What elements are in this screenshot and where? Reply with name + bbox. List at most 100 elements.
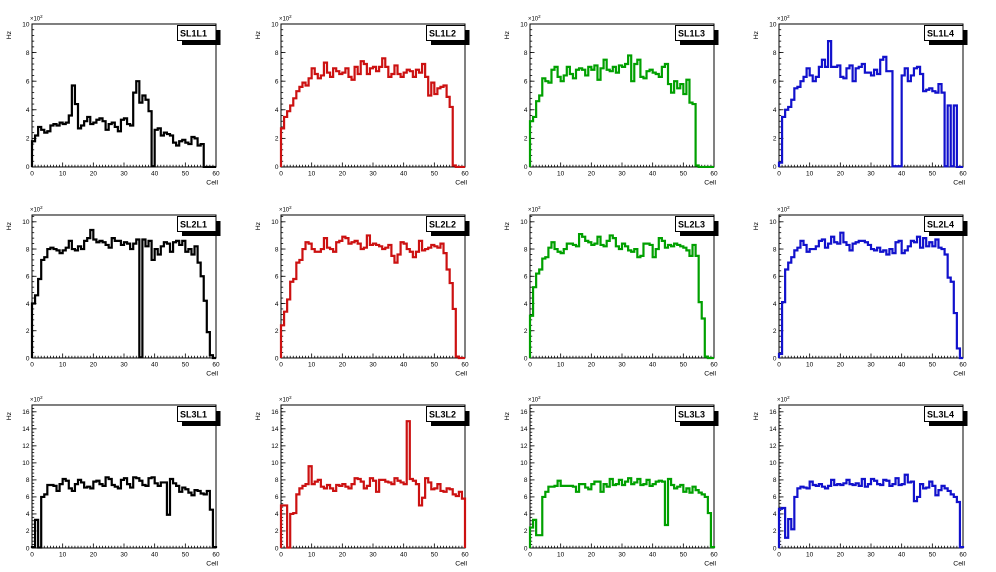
title-box [675,406,715,423]
y-tick-label: 8 [275,478,279,485]
x-tick-label: 20 [90,552,98,559]
x-axis-title: Cell [455,561,467,568]
y-tick-label: 8 [275,246,279,253]
y-tick-label: 6 [773,273,777,280]
x-axis: 0 10 20 30 40 50 60 [30,543,220,559]
title-box [177,215,217,232]
scale-exponent: 2 [787,14,790,19]
x-tick-label: 60 [212,361,220,368]
histogram-line-SL1L4 [777,40,963,169]
x-tick-label: 50 [182,170,190,177]
y-axis-title: Hz [6,412,13,421]
x-tick-label: 30 [120,361,128,368]
y-tick-label: 0 [524,164,528,171]
x-tick-label: 30 [120,170,128,177]
x-tick-label: 20 [90,361,98,368]
histogram-line-SL2L2 [279,233,465,359]
scale-exponent: 2 [40,205,43,210]
y-tick-label: 12 [520,443,528,450]
y-tick-label: 4 [773,300,777,307]
y-tick-label: 12 [271,443,279,450]
histogram-panel-SL3L1: 0 10 20 30 40 50 60 0 2 4 6 8 10 12 14 16 ×102 Hz Cell SL3L… [0,381,249,572]
x-tick-label: 40 [151,552,159,559]
y-tick-label: 12 [769,443,777,450]
y-axis-title: Hz [753,30,760,39]
x-tick-label: 50 [182,552,190,559]
x-axis-title: Cell [206,561,218,568]
y-tick-label: 0 [275,355,279,362]
y-axis: 0 2 4 6 8 10 [271,21,286,171]
y-tick-label: 10 [271,21,279,28]
x-tick-label: 20 [588,552,596,559]
scale-mantissa: ×10 [777,16,788,22]
plot-frame [529,23,715,168]
plot-frame [529,214,715,359]
x-tick-label: 0 [777,361,781,368]
y-tick-label: 0 [275,164,279,171]
y-tick-label: 8 [524,478,528,485]
y-tick-label: 6 [26,78,30,85]
scale-mantissa: ×10 [279,207,290,213]
pad-title: SL1L1 [180,28,207,38]
scale-exponent: 2 [289,205,292,210]
y-tick-label: 10 [520,460,528,467]
y-tick-label: 4 [275,107,279,114]
y-tick-label: 6 [524,495,528,502]
x-tick-label: 20 [588,361,596,368]
y-tick-label: 8 [26,246,30,253]
x-axis-title: Cell [704,370,716,377]
histogram-line-SL2L1 [30,228,216,359]
x-axis-title: Cell [206,179,218,186]
y-tick-label: 8 [773,246,777,253]
y-axis: 0 2 4 6 8 10 [769,21,784,171]
x-axis: 0 10 20 30 40 50 60 [528,162,718,177]
y-tick-label: 6 [26,273,30,280]
x-axis: 0 10 20 30 40 50 60 [30,353,220,368]
scale-exponent: 2 [289,14,292,19]
title-box [177,24,217,41]
histogram-panel-SL2L1: 0 10 20 30 40 50 60 0 2 4 6 8 10 ×102 Hz Cell SL2L1 [0,190,249,382]
title-box [426,406,466,423]
x-axis-title: Cell [953,179,965,186]
y-tick-label: 0 [275,546,279,553]
scale-mantissa: ×10 [528,16,539,22]
x-axis-title: Cell [206,370,218,377]
x-axis: 0 10 20 30 40 50 60 [279,162,469,177]
scale-mantissa: ×10 [528,398,539,404]
y-tick-label: 2 [26,136,30,143]
y-tick-label: 4 [26,107,30,114]
scale-mantissa: ×10 [777,398,788,404]
x-tick-label: 60 [710,552,718,559]
y-axis-title: Hz [6,30,13,39]
x-tick-label: 30 [867,170,875,177]
y-tick-label: 16 [22,409,30,416]
scale-mantissa: ×10 [279,16,290,22]
y-tick-label: 16 [271,409,279,416]
y-tick-label: 2 [275,529,279,536]
x-tick-label: 0 [528,552,532,559]
y-axis: 0 2 4 6 8 10 12 14 16 [22,404,37,553]
y-axis-scale-label: ×102 [30,395,43,403]
y-tick-label: 10 [22,219,30,226]
y-axis: 0 2 4 6 8 10 [520,21,535,171]
x-tick-label: 60 [212,170,220,177]
x-tick-label: 10 [59,552,67,559]
x-tick-label: 30 [618,361,626,368]
title-box [426,215,466,232]
y-tick-label: 2 [773,529,777,536]
y-tick-label: 0 [26,546,30,553]
x-tick-label: 0 [30,170,34,177]
plot-frame [31,214,217,359]
y-axis-title: Hz [6,221,13,230]
y-axis-scale-label: ×102 [279,14,292,22]
y-tick-label: 4 [26,300,30,307]
title-box [675,24,715,41]
x-tick-label: 10 [59,361,67,368]
histogram-line-SL2L3 [528,232,714,359]
y-tick-label: 2 [773,136,777,143]
y-axis-title: Hz [255,221,262,230]
x-tick-label: 10 [308,170,316,177]
y-axis: 0 2 4 6 8 10 [22,21,37,171]
y-tick-label: 8 [26,50,30,57]
